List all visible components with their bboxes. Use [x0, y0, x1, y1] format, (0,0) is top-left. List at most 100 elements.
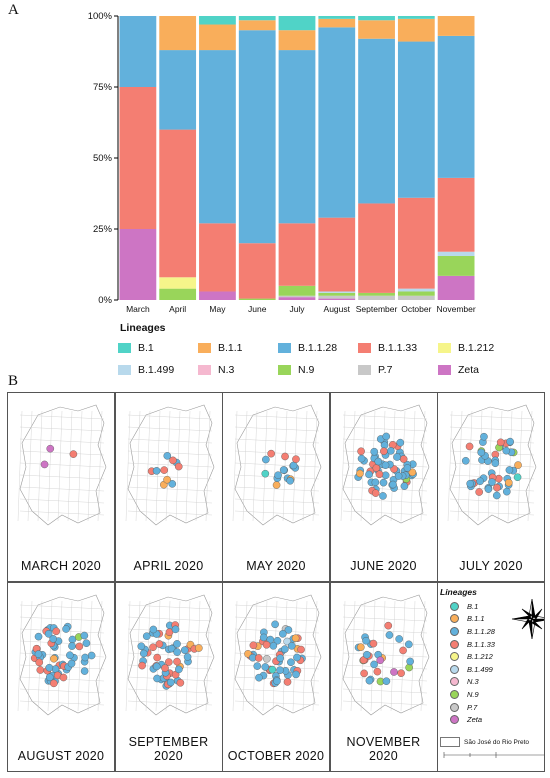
- map-legend-dot: [450, 652, 459, 662]
- map-march: MARCH 2020: [7, 392, 115, 582]
- legend-item: N.9: [278, 364, 358, 376]
- street-line: [342, 498, 427, 504]
- case-dot: [253, 662, 262, 670]
- case-dot: [36, 666, 45, 674]
- street-line: [234, 604, 320, 610]
- case-dot: [369, 639, 377, 648]
- case-dot: [152, 467, 160, 475]
- case-dot: [356, 447, 365, 456]
- case-dot: [139, 649, 148, 658]
- case-dot: [365, 676, 373, 685]
- city-map: [340, 594, 429, 716]
- case-dot: [373, 667, 381, 676]
- bar-segment: [318, 298, 356, 300]
- case-dot: [466, 479, 474, 488]
- map-legend-label: B.1.212: [467, 652, 493, 662]
- street-line: [57, 410, 63, 522]
- street-line: [19, 438, 105, 444]
- case-dot: [266, 635, 275, 644]
- map-legend-label: B.1.499: [467, 664, 493, 674]
- stacked-bar-chart: March April May June July August September Octo…: [88, 11, 476, 314]
- bar-segment: [278, 50, 316, 224]
- case-dot: [152, 674, 161, 683]
- street-line: [282, 410, 288, 522]
- y-tick-label: 50%: [93, 153, 113, 164]
- street-line: [272, 410, 278, 522]
- legend-item: Zeta: [438, 364, 518, 376]
- case-dot: [461, 456, 470, 465]
- case-dot: [373, 457, 382, 466]
- street-line: [97, 410, 103, 522]
- street-line: [19, 414, 105, 420]
- legend-item: B.1.1.33: [358, 342, 438, 354]
- case-dot: [279, 630, 287, 638]
- legend-label: B.1.1.33: [378, 342, 418, 354]
- case-dot: [502, 446, 511, 455]
- case-dot: [505, 466, 514, 474]
- map-legend: Lineages B.1 B.1.1 B.1.1.28 B.1.1.33 B.1…: [440, 587, 495, 726]
- city-swatch: [440, 737, 460, 747]
- street-line: [205, 410, 210, 522]
- street-line: [145, 410, 150, 522]
- street-line: [342, 604, 427, 610]
- bar-segment: [199, 223, 236, 292]
- legend-item: B.1.212: [438, 342, 518, 354]
- x-tick-label: July: [289, 304, 305, 314]
- street-line: [232, 600, 238, 712]
- case-dot: [35, 658, 44, 667]
- street-line: [234, 664, 320, 670]
- legend-swatch: [358, 343, 371, 353]
- case-dot: [465, 442, 474, 451]
- case-dot: [287, 658, 295, 667]
- bar-segment: [238, 298, 276, 300]
- bar-segment: [238, 20, 276, 31]
- street-line: [342, 426, 427, 432]
- bar-segment: [318, 292, 356, 296]
- case-dot: [359, 669, 368, 678]
- case-dot: [255, 673, 263, 682]
- map-legend-dot: [450, 626, 459, 636]
- x-tick-label: September: [356, 304, 398, 314]
- case-dot: [172, 648, 181, 656]
- street-line: [449, 414, 535, 420]
- city-label: São José do Rio Preto: [464, 738, 530, 746]
- street-line: [127, 640, 212, 646]
- street-line: [350, 600, 355, 712]
- case-dot: [291, 634, 300, 642]
- map-label: NOVEMBER 2020: [346, 735, 421, 763]
- case-dot: [371, 489, 379, 497]
- legend-item: B.1: [118, 342, 198, 354]
- case-dot: [166, 678, 175, 687]
- bar-segment: [278, 30, 316, 51]
- map-legend-item: N.3: [440, 676, 495, 689]
- street-line: [205, 600, 210, 712]
- case-dot: [172, 657, 181, 666]
- bar-segment: [159, 288, 197, 300]
- case-dot: [484, 485, 493, 493]
- map-label: OCTOBER 2020: [227, 749, 325, 763]
- case-dot: [172, 640, 181, 648]
- legend-item: B.1.1: [198, 342, 278, 354]
- street-line: [195, 600, 200, 712]
- street-line: [312, 600, 318, 712]
- case-dot: [254, 654, 263, 662]
- street-line: [47, 410, 53, 522]
- case-dot: [403, 464, 411, 472]
- street-line: [497, 410, 503, 522]
- case-dot: [176, 678, 184, 687]
- case-dot: [149, 625, 157, 634]
- street-line: [242, 410, 248, 522]
- x-tick-label: June: [248, 304, 267, 314]
- city-map: [232, 404, 322, 526]
- case-dot: [477, 448, 486, 457]
- case-dot: [369, 660, 378, 669]
- case-dot: [262, 455, 270, 464]
- case-dot: [168, 456, 177, 465]
- street-line: [67, 410, 73, 522]
- y-tick-label: 75%: [93, 82, 113, 93]
- map-legend-item: Zeta: [440, 713, 495, 726]
- panel-a-letter: A: [8, 2, 19, 18]
- bar-segment: [318, 291, 356, 293]
- case-dot: [364, 470, 373, 479]
- x-tick-label: March: [126, 304, 150, 314]
